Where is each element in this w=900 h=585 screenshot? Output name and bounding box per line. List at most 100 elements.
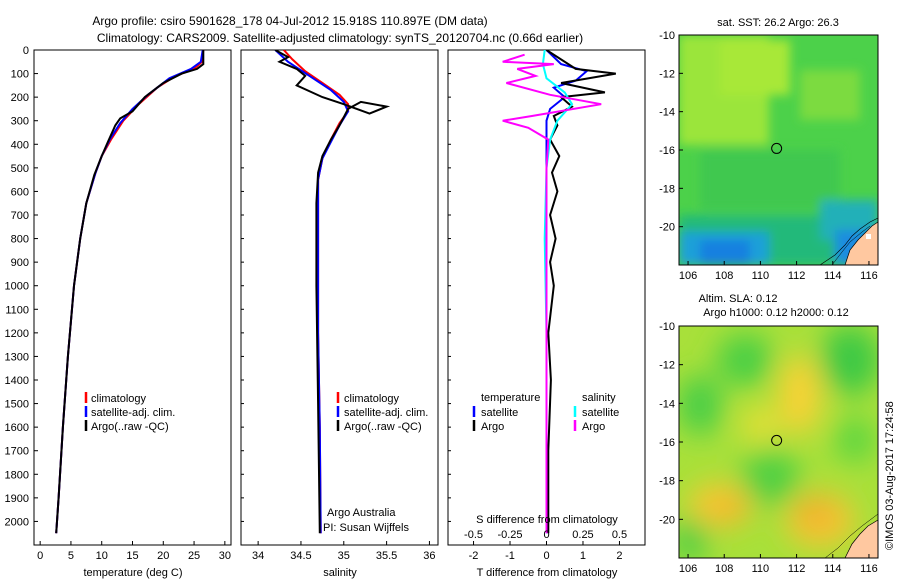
series-line xyxy=(55,50,205,534)
legend-label-argo: Argo(..raw -QC) xyxy=(91,421,169,433)
depth-axis: 0 100 200 300 400 500 600 700 800 900 1000 1100 1200… xyxy=(5,45,451,528)
depth-tick-label: 2000 xyxy=(5,516,29,528)
series-line xyxy=(55,50,205,534)
lon-tick-label: 114 xyxy=(824,270,842,282)
temperature-x-ticks: 0 5 10 15 20 25 30 xyxy=(37,541,231,562)
legend-label-s-argo: Argo xyxy=(582,421,605,433)
legend-heading-salinity: salinity xyxy=(582,392,616,404)
legend-label-satellite: satellite-adj. clim. xyxy=(91,407,175,419)
depth-tick-label: 800 xyxy=(11,234,29,246)
lon-tick-label: 108 xyxy=(715,563,733,575)
legend-label-argo: Argo(..raw -QC) xyxy=(344,421,422,433)
top-tick-label: -0.25 xyxy=(497,529,522,541)
depth-tick-label: 0 xyxy=(23,45,29,57)
lat-tick-label: -20 xyxy=(659,514,675,526)
temperature-legend: climatology satellite-adj. clim. Argo(..… xyxy=(84,392,175,433)
series-line xyxy=(502,53,602,534)
x-tick-label: -2 xyxy=(469,550,479,562)
lon-tick-label: 112 xyxy=(788,563,806,575)
lat-tick-label: -10 xyxy=(659,30,675,42)
salinity-legend: climatology satellite-adj. clim. Argo(..… xyxy=(336,392,428,433)
series-line xyxy=(545,50,616,534)
legend-label-climatology: climatology xyxy=(91,393,147,405)
depth-tick-label: 900 xyxy=(11,257,29,269)
legend-label-t-argo: Argo xyxy=(481,421,504,433)
sla-map-title-line-1: Altim. SLA: 0.12 xyxy=(699,293,778,305)
difference-xlabel-top: S difference from climatology xyxy=(476,514,618,526)
salinity-xlabel: salinity xyxy=(323,567,357,579)
owner-annotation-line-2: PI: Susan Wijffels xyxy=(323,522,409,534)
temperature-xlabel: temperature (deg C) xyxy=(83,567,182,579)
owner-annotation-line-1: Argo Australia xyxy=(327,507,396,519)
top-tick-label: -0.5 xyxy=(464,529,483,541)
x-tick-label: 20 xyxy=(157,550,169,562)
x-tick-label: 30 xyxy=(219,550,231,562)
sst-map-ticks: 106 108 110 112 114 116 -10 -12 -14 -16 -18 -20 xyxy=(659,30,878,282)
temperature-series xyxy=(55,50,205,534)
lon-tick-label: 114 xyxy=(824,563,842,575)
series-line xyxy=(274,50,350,534)
series-line xyxy=(541,50,574,534)
x-tick-label: 35.5 xyxy=(376,550,397,562)
depth-tick-label: 1800 xyxy=(5,469,29,481)
legend-heading-temperature: temperature xyxy=(481,392,540,404)
sla-map-image xyxy=(679,326,878,558)
lon-tick-label: 116 xyxy=(860,563,878,575)
depth-tick-label: 1200 xyxy=(5,328,29,340)
legend-label-t-satellite: satellite xyxy=(481,407,518,419)
title-line-2: Climatology: CARS2009. Satellite-adjuste… xyxy=(97,31,583,45)
temperature-panel-frame xyxy=(33,49,232,546)
series-line xyxy=(274,50,391,534)
sst-map-image xyxy=(679,35,878,265)
x-tick-label: 25 xyxy=(188,550,200,562)
x-tick-label: 36 xyxy=(423,550,435,562)
depth-tick-label: 1900 xyxy=(5,493,29,505)
x-tick-label: 5 xyxy=(68,550,74,562)
depth-tick-label: 1000 xyxy=(5,281,29,293)
lon-tick-label: 106 xyxy=(679,270,697,282)
depth-tick-label: 1700 xyxy=(5,446,29,458)
salinity-panel-frame xyxy=(240,49,439,546)
depth-tick-label: 1600 xyxy=(5,422,29,434)
difference-x-ticks: -2 -1 0 1 2 xyxy=(469,541,623,562)
depth-tick-label: 1400 xyxy=(5,375,29,387)
sst-map-title: sat. SST: 26.2 Argo: 26.3 xyxy=(717,17,839,29)
salinity-x-ticks: 34 34.5 35 35.5 36 xyxy=(252,541,436,562)
x-tick-label: 15 xyxy=(126,550,138,562)
depth-tick-label: 300 xyxy=(11,116,29,128)
depth-tick-label: 700 xyxy=(11,210,29,222)
top-tick-label: 0.5 xyxy=(612,529,627,541)
lon-tick-label: 108 xyxy=(715,270,733,282)
depth-tick-label: 100 xyxy=(11,69,29,81)
difference-legend: temperature satellite Argo salinity sate… xyxy=(472,392,619,433)
salinity-series xyxy=(274,50,391,534)
difference-xlabel: T difference from climatology xyxy=(477,567,618,579)
x-tick-label: 1 xyxy=(580,550,586,562)
lat-tick-label: -16 xyxy=(659,145,675,157)
lon-tick-label: 112 xyxy=(788,270,806,282)
lat-tick-label: -12 xyxy=(659,360,675,372)
depth-tick-label: 1100 xyxy=(5,304,29,316)
x-tick-label: 2 xyxy=(616,550,622,562)
copyright-stamp: ©IMOS 03-Aug-2017 17:24:58 xyxy=(884,401,896,550)
lat-tick-label: -18 xyxy=(659,476,675,488)
legend-label-satellite: satellite-adj. clim. xyxy=(344,407,428,419)
x-tick-label: 35 xyxy=(338,550,350,562)
x-tick-label: 10 xyxy=(96,550,108,562)
lon-tick-label: 116 xyxy=(860,270,878,282)
sst-float-marker xyxy=(771,142,783,154)
x-tick-label: -1 xyxy=(505,550,515,562)
sla-float-marker xyxy=(771,434,783,446)
lat-tick-label: -18 xyxy=(659,183,675,195)
difference-series xyxy=(502,50,616,534)
lat-tick-label: -16 xyxy=(659,437,675,449)
lat-tick-label: -20 xyxy=(659,222,675,234)
lat-tick-label: -10 xyxy=(659,321,675,333)
depth-tick-label: 400 xyxy=(11,139,29,151)
lon-tick-label: 110 xyxy=(752,563,770,575)
depth-tick-label: 600 xyxy=(11,186,29,198)
lat-tick-label: -12 xyxy=(659,68,675,80)
top-tick-label: 0 xyxy=(543,529,549,541)
lon-tick-label: 110 xyxy=(752,270,770,282)
